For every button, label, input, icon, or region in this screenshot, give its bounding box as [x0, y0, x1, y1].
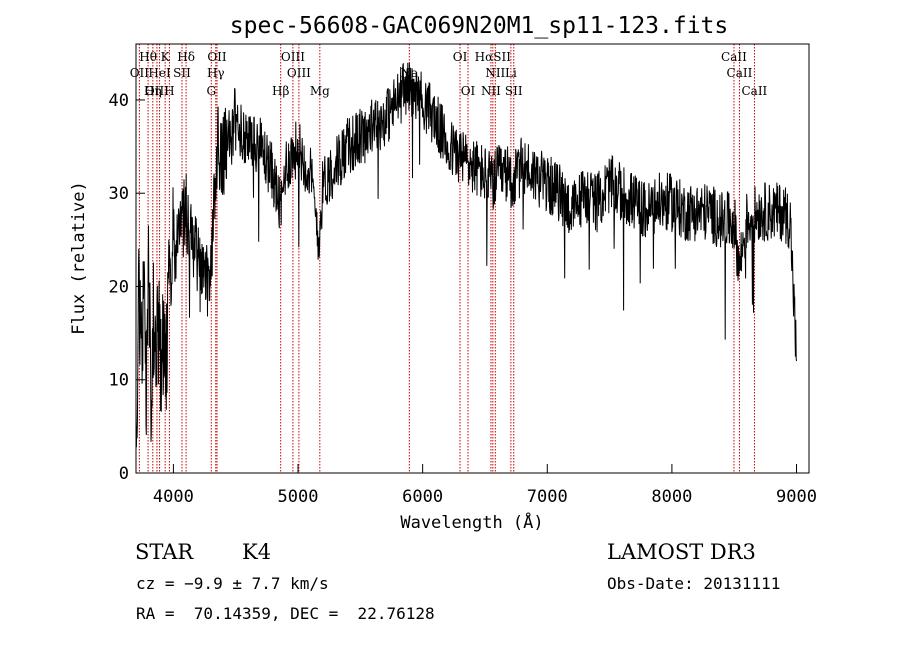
- x-axis-label: Wavelength (Å): [400, 511, 543, 533]
- x-tick-label: 5000: [278, 487, 319, 507]
- spectrum-series-line: [135, 62, 797, 448]
- object-class: STAR: [135, 540, 194, 564]
- coordinates: RA = 70.14359, DEC = 22.76128: [136, 604, 435, 623]
- spectral-line-label: HeI: [148, 66, 171, 80]
- y-tick-label: 0: [119, 464, 129, 484]
- y-tick-label: 40: [109, 91, 129, 111]
- x-tick-label: 6000: [402, 487, 443, 507]
- x-tick-label: 7000: [527, 487, 568, 507]
- object-subclass: K4: [242, 540, 272, 564]
- spectral-line-label: Mg: [310, 84, 330, 98]
- spectral-line-markers: [138, 44, 755, 473]
- spectral-line-label: Hβ: [272, 84, 289, 98]
- spectral-line-label: OI: [453, 50, 468, 64]
- spectral-line-label: OIII: [287, 66, 311, 80]
- cz-readout: cz = −9.9 ± 7.7 km/s: [136, 574, 329, 593]
- spectral-line-label: Hδ: [177, 50, 195, 64]
- spectral-line-label: Hγ: [207, 66, 225, 80]
- spectral-line-label: CaII: [721, 50, 747, 64]
- spectral-line-label: SII: [505, 84, 523, 98]
- x-tick-label: 9000: [776, 487, 817, 507]
- spectral-line-label: OII: [130, 66, 150, 80]
- spectral-line-label: HαSII: [475, 50, 512, 64]
- spectral-line-label: CaII: [727, 66, 753, 80]
- plot-frame: [135, 43, 810, 474]
- spectral-line-label: Li: [505, 66, 517, 80]
- y-axis-label: Flux (relative): [69, 181, 89, 335]
- y-tick-label: 20: [109, 277, 129, 297]
- spectral-line-label: K: [161, 50, 171, 64]
- axis-ticks: 4000 5000 6000 7000 8000 9000 0 10 20 30 40: [109, 91, 817, 507]
- x-tick-label: 4000: [153, 487, 194, 507]
- spectral-line-label: OI: [461, 84, 476, 98]
- y-tick-label: 10: [109, 371, 129, 391]
- spectral-line-label: SII: [173, 66, 191, 80]
- spectral-line-label: OIII: [145, 84, 169, 98]
- spectral-line-label: CaII: [741, 84, 767, 98]
- spectral-line-label: OII: [207, 50, 227, 64]
- y-tick-label: 30: [109, 184, 129, 204]
- x-tick-label: 8000: [651, 487, 692, 507]
- spectral-line-label: OIII: [281, 50, 305, 64]
- spectral-line-label: G: [206, 84, 216, 98]
- survey-release: LAMOST DR3: [607, 540, 756, 564]
- spectral-line-label: NII: [485, 66, 505, 80]
- chart-title: spec-56608-GAC069N20M1_sp11-123.fits: [230, 13, 729, 39]
- spectral-line-label: H: [164, 84, 174, 98]
- spectral-line-label: NII: [481, 84, 501, 98]
- spectral-line-label: Hη: [144, 84, 162, 98]
- obs-date: Obs-Date: 20131111: [607, 574, 781, 593]
- spectral-line-label: Hθ: [139, 50, 157, 64]
